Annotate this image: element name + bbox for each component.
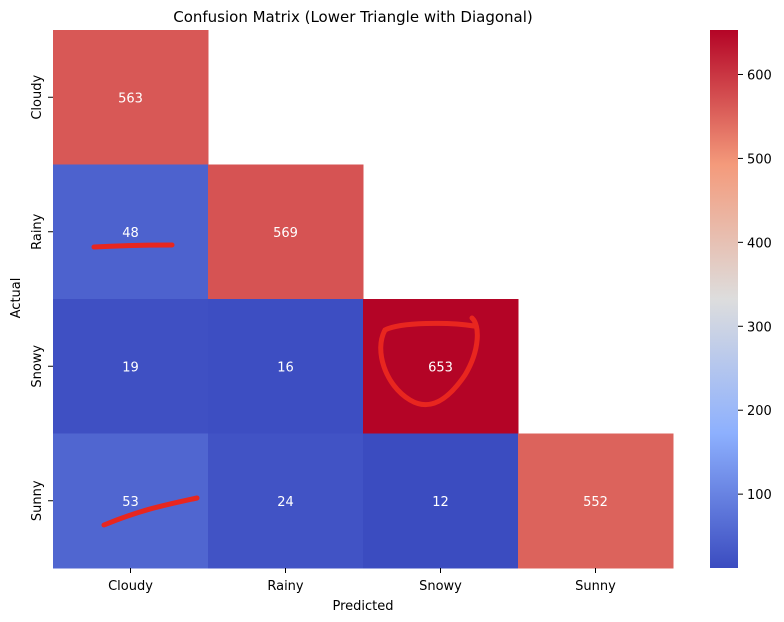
- cell-value-label: 19: [122, 360, 139, 375]
- y-tick-label: Snowy: [30, 345, 45, 388]
- y-tick-label: Cloudy: [30, 75, 45, 120]
- colorbar-tick-label: 600: [747, 68, 772, 83]
- y-axis-label: Actual: [9, 278, 24, 319]
- annotation-slash-mark: [101, 495, 200, 528]
- y-tick-label: Sunny: [30, 480, 45, 521]
- colorbar-tick-label: 300: [747, 320, 772, 335]
- cell-sunny-sunny: [518, 433, 674, 569]
- cell-value-label: 569: [273, 226, 298, 241]
- y-tick-label: Rainy: [30, 213, 45, 250]
- cell-value-label: 552: [583, 495, 608, 510]
- x-tick-label: Snowy: [419, 579, 462, 594]
- cell-value-label: 653: [428, 360, 453, 375]
- cell-rainy-rainy: [208, 164, 364, 300]
- colorbar-tick-label: 500: [747, 152, 772, 167]
- red-annotations: [91, 242, 480, 528]
- cell-value-label: 16: [277, 360, 294, 375]
- cell-cloudy-cloudy: [53, 30, 209, 165]
- cell-sunny-rainy: [208, 433, 364, 569]
- colorbar-tick-label: 400: [747, 236, 772, 251]
- cell-value-label: 48: [122, 226, 139, 241]
- colorbar-ticks: 100 200 300 400 500 600: [738, 68, 772, 503]
- cell-value-label: 12: [432, 495, 449, 510]
- cell-snowy-rainy: [208, 299, 364, 434]
- cell-value-label: 24: [277, 495, 294, 510]
- cell-sunny-snowy: [363, 433, 519, 569]
- x-axis-label: Predicted: [332, 599, 393, 614]
- annotation-underline-mark: [91, 242, 175, 250]
- cell-snowy-cloudy: [53, 299, 209, 434]
- colorbar: [710, 30, 738, 568]
- colorbar-tick-label: 200: [747, 404, 772, 419]
- cell-value-label: 563: [118, 91, 143, 106]
- x-tick-label: Cloudy: [108, 579, 153, 594]
- cell-value-label: 53: [122, 495, 139, 510]
- x-tick-label: Sunny: [575, 579, 616, 594]
- x-tick-label: Rainy: [267, 579, 304, 594]
- colorbar-tick-label: 100: [747, 488, 772, 503]
- x-axis-ticks: Cloudy Rainy Snowy Sunny: [108, 568, 616, 594]
- y-axis-ticks: Cloudy Rainy Snowy Sunny: [30, 75, 53, 521]
- heatmap-cells: [53, 30, 674, 569]
- cell-rainy-cloudy: [53, 164, 209, 300]
- heatmap-cell-labels: 563 48 569 19 16 653 53 24 12 552: [118, 91, 608, 510]
- chart-title: Confusion Matrix (Lower Triangle with Di…: [173, 8, 533, 26]
- annotation-circle-mark: [378, 315, 480, 408]
